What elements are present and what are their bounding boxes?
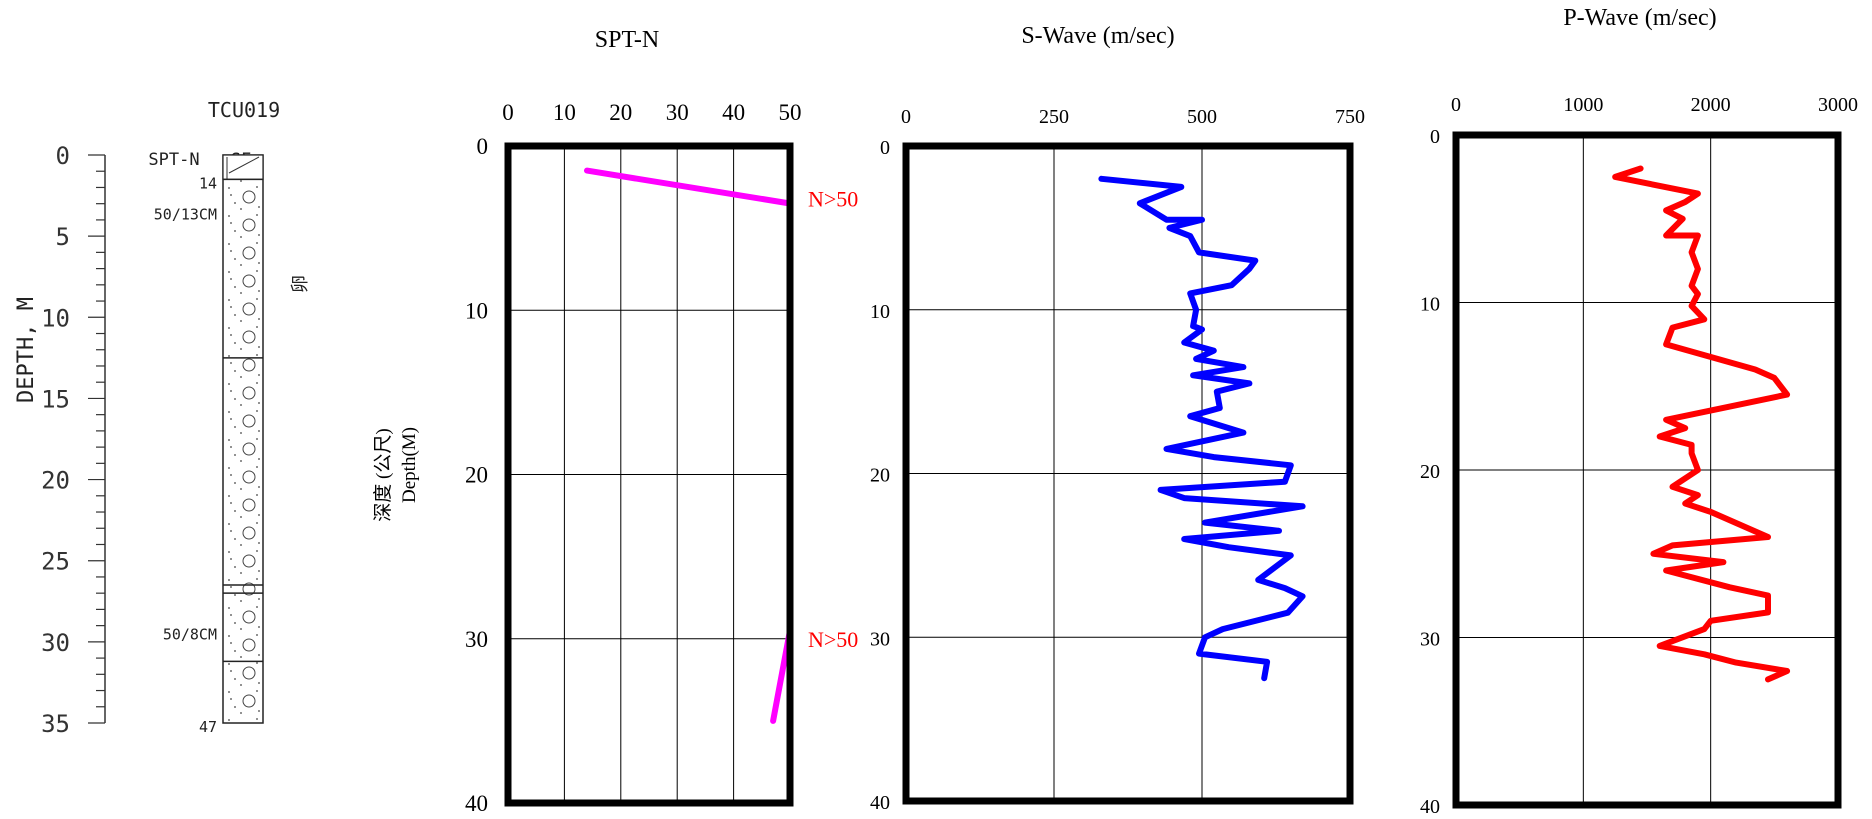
y-tick-label: 30 (465, 627, 488, 652)
x-tick-label: 0 (901, 106, 911, 128)
depth-tick-label: 35 (41, 710, 70, 738)
y-tick-label: 20 (870, 465, 890, 487)
depth-axis-label: DEPTH, M (14, 297, 39, 403)
y-tick-label: 10 (465, 298, 488, 323)
y-tick-label: 20 (1420, 461, 1440, 483)
s-wave-chart-title: S-Wave (m/sec) (1021, 23, 1174, 49)
y-tick-label: 0 (1430, 126, 1440, 148)
depth-tick-label: 20 (41, 467, 70, 495)
data-series-line (1098, 175, 1306, 682)
depth-tick-label: 10 (41, 304, 70, 332)
soil-column (222, 154, 264, 724)
spt-value-label: 50/8CM (163, 626, 217, 644)
x-tick-label: 750 (1335, 106, 1365, 128)
data-series-line (1612, 165, 1791, 683)
s-wave-chart: S-Wave (m/sec) 0 250 500 750 0 10 20 30 40 (870, 23, 1365, 814)
borehole-id: TCU019 (208, 98, 280, 122)
depth-tick-label: 0 (56, 142, 70, 170)
spt-n-column-header: SPT-N (148, 150, 199, 170)
borehole-log: TCU019 DEPTH, M SPT-N SF 卵 0510152025303… (14, 98, 310, 738)
x-tick-label: 2000 (1691, 94, 1731, 116)
soil-type-character: 卵 (290, 275, 310, 293)
x-tick-label: 40 (722, 100, 745, 125)
x-tick-label: 500 (1187, 106, 1217, 128)
shared-depth-label: 深度 (公尺) Depth(M) (372, 427, 420, 522)
spt-n-chart-title: SPT-N (595, 27, 659, 53)
x-tick-label: 10 (553, 100, 576, 125)
x-tick-label: 1000 (1563, 94, 1603, 116)
y-tick-label: 10 (870, 301, 890, 323)
y-tick-label: 40 (1420, 796, 1440, 818)
depth-label-chinese: 深度 (公尺) (372, 428, 394, 521)
y-tick-label: 0 (477, 134, 489, 159)
depth-tick-label: 25 (41, 548, 70, 576)
spt-value-label: 50/13CM (154, 205, 217, 223)
y-tick-label: 30 (870, 628, 890, 650)
y-tick-label: 10 (1420, 294, 1440, 316)
depth-label-english: Depth(M) (399, 427, 420, 503)
plot-frame (1452, 131, 1842, 809)
plot-frame (902, 142, 1354, 805)
n-over-50-annotation: N>50 (808, 187, 858, 212)
y-tick-label: 30 (1420, 629, 1440, 651)
spt-n-chart: SPT-N 0 10 20 30 40 50 0 10 20 30 40 N>50 N>50 (465, 27, 858, 816)
x-tick-label: 50 (779, 100, 802, 125)
spt-value-label: 14 (199, 175, 217, 193)
x-tick-label: 20 (609, 100, 632, 125)
y-tick-label: 20 (465, 463, 488, 488)
x-tick-label: 250 (1039, 106, 1069, 128)
depth-tick-label: 15 (41, 385, 70, 413)
p-wave-chart: P-Wave (m/sec) 0 1000 2000 3000 0 10 20 30 40 (1420, 5, 1858, 818)
fill-hatch (228, 156, 260, 174)
x-tick-label: 0 (1451, 94, 1461, 116)
y-tick-label: 0 (880, 137, 890, 159)
x-tick-label: 30 (666, 100, 689, 125)
spt-value-label: 47 (199, 718, 217, 736)
n-over-50-annotation: N>50 (808, 627, 858, 652)
x-tick-label: 0 (502, 100, 514, 125)
depth-tick-label: 5 (56, 223, 70, 251)
y-tick-label: 40 (465, 791, 488, 816)
plot-frame (504, 142, 794, 807)
x-tick-label: 3000 (1818, 94, 1858, 116)
p-wave-chart-title: P-Wave (m/sec) (1563, 5, 1716, 31)
y-tick-label: 40 (870, 792, 890, 814)
fill-layer (222, 154, 264, 180)
depth-tick-label: 30 (41, 629, 70, 657)
